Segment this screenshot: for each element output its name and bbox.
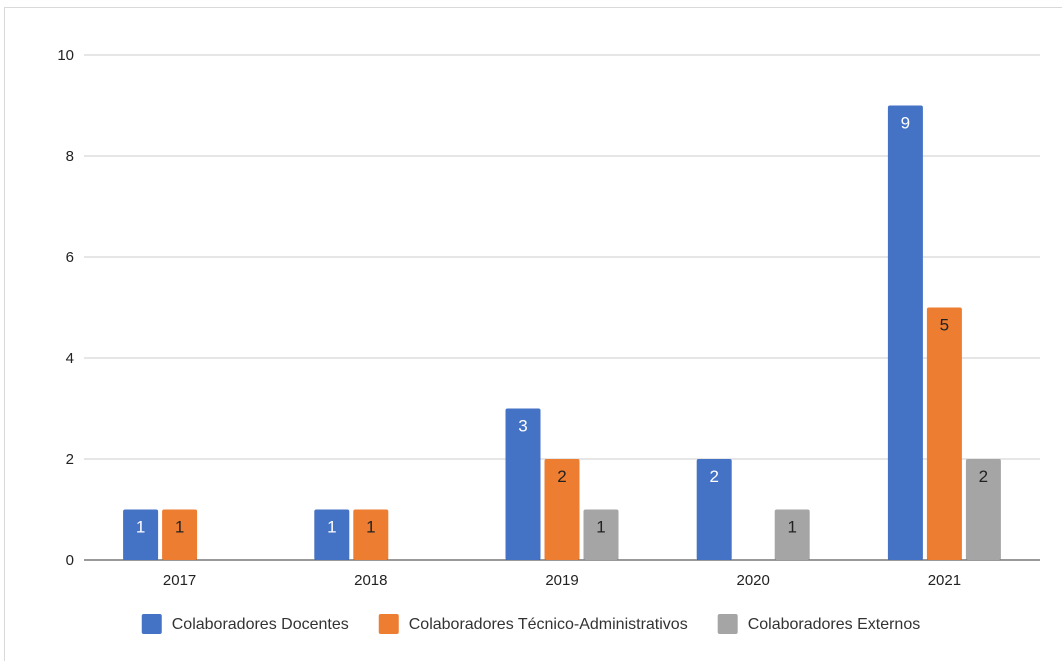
bar-2021-series-1 (887, 105, 923, 560)
data-label: 1 (136, 518, 145, 537)
bar-2017-series-1 (123, 509, 159, 560)
x-tick-label: 2018 (354, 572, 387, 589)
data-label: 2 (709, 467, 718, 486)
y-tick-label: 0 (66, 552, 74, 569)
x-tick-label: 2020 (737, 572, 770, 589)
x-tick-label: 2021 (928, 572, 961, 589)
y-tick-label: 4 (66, 350, 74, 367)
data-labels: 1 1 1 1 3 2 1 2 1 9 5 2 (136, 114, 988, 537)
legend-label: Colaboradores Docentes (172, 616, 349, 633)
bar-2018-series-1 (314, 509, 350, 560)
data-label: 1 (787, 518, 796, 537)
bars (123, 105, 1001, 560)
data-label: 1 (327, 518, 336, 537)
bar-2020-series-3 (774, 509, 810, 560)
y-tick-label: 10 (57, 47, 74, 64)
legend-swatch (378, 614, 399, 634)
legend-swatch (717, 614, 738, 634)
x-tick-label: 2019 (545, 572, 578, 589)
bar-2021-series-2 (926, 307, 962, 560)
legend: Colaboradores Docentes Colaboradores Técn… (141, 614, 921, 634)
data-label: 1 (596, 518, 605, 537)
data-label: 9 (901, 114, 910, 133)
y-tick-label: 2 (66, 451, 74, 468)
y-tick-label: 8 (66, 148, 74, 165)
data-label: 2 (557, 467, 566, 486)
y-axis-ticks: 0 2 4 6 8 10 (57, 47, 74, 569)
x-axis-ticks: 2017 2018 2019 2020 2021 (163, 572, 961, 589)
bar-2018-series-2 (353, 509, 389, 560)
data-label: 1 (175, 518, 184, 537)
y-tick-label: 6 (66, 249, 74, 266)
data-label: 2 (979, 467, 988, 486)
data-label: 1 (366, 518, 375, 537)
legend-label: Colaboradores Técnico-Administrativos (409, 616, 688, 633)
bar-2017-series-2 (162, 509, 198, 560)
bar-2020-series-1 (696, 459, 732, 560)
bar-2019-series-2 (544, 459, 580, 560)
legend-label: Colaboradores Externos (748, 616, 921, 633)
data-label: 5 (940, 316, 949, 335)
data-label: 3 (518, 417, 527, 436)
bar-2019-series-1 (505, 408, 541, 560)
bar-2021-series-3 (965, 459, 1001, 560)
chart-frame (4, 7, 1062, 661)
bar-2019-series-3 (583, 509, 619, 560)
x-tick-label: 2017 (163, 572, 196, 589)
legend-swatch (141, 614, 162, 634)
